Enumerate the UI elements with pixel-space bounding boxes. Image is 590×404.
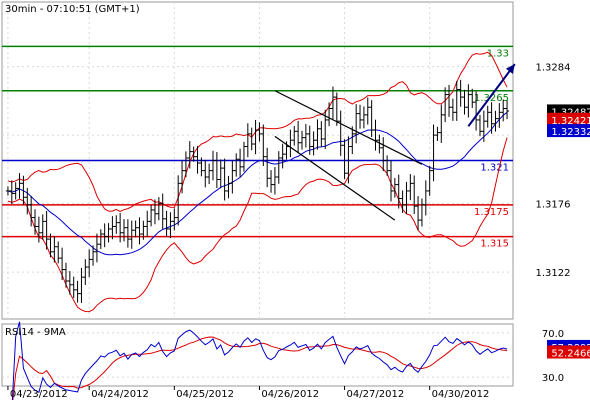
price-badge-label: 1.32332 xyxy=(551,127,590,138)
rsi-badge-label: 52.2466 xyxy=(551,349,590,360)
rsi-axis: 70.030.057.289252.2466 xyxy=(542,329,590,384)
level-label: 1.321 xyxy=(480,163,509,174)
price-tick-label: 1.3284 xyxy=(536,63,571,74)
rsi-tick-label: 70.0 xyxy=(542,329,564,340)
x-tick-label: 04/30/2012 xyxy=(432,389,490,400)
x-tick-label: 04/23/2012 xyxy=(10,389,68,400)
level-label: 1.315 xyxy=(480,239,509,250)
x-tick-label: 04/27/2012 xyxy=(347,389,405,400)
x-tick-label: 04/26/2012 xyxy=(261,389,319,400)
x-tick-label: 04/25/2012 xyxy=(176,389,234,400)
level-label: 1.3175 xyxy=(474,207,509,218)
rsi-title: RSI14 - 9MA xyxy=(5,327,66,338)
price-tick-label: 1.3176 xyxy=(536,200,571,211)
rsi-tick-label: 30.0 xyxy=(542,373,564,384)
x-tick-label: 04/24/2012 xyxy=(91,389,149,400)
price-tick-label: 1.3122 xyxy=(536,268,571,279)
chart-title: 30min - 07:10:51 (GMT+1) xyxy=(5,4,140,15)
